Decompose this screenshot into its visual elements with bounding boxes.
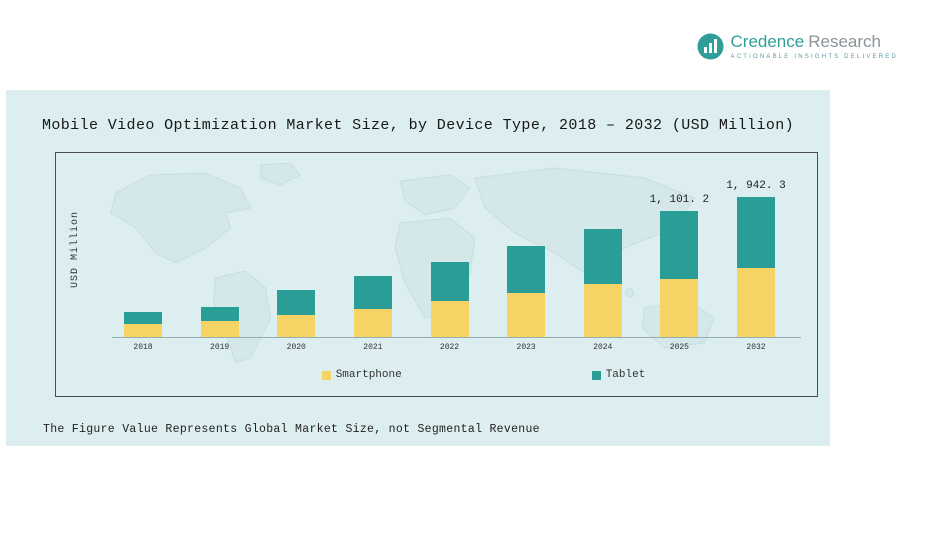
y-axis-label-wrap: USD Million — [70, 173, 81, 326]
bar-segment-tablet — [200, 307, 239, 321]
bar-group-2025: 1, 101. 2 2025 — [650, 194, 709, 352]
bar-segment-tablet — [124, 312, 162, 324]
bar-group-2020: 2020 — [277, 290, 316, 352]
x-axis-tick-label: 2018 — [133, 343, 153, 352]
bar-segment-smartphone — [737, 268, 775, 337]
x-axis-tick-label: 2020 — [286, 343, 306, 352]
chart-title: Mobile Video Optimization Market Size, b… — [41, 117, 795, 134]
logo-text-block: Credence Research Actionable Insights Del… — [730, 32, 899, 60]
logo-tagline: Actionable Insights Delivered — [730, 53, 898, 60]
bar-group-2032: 1, 942. 3 2032 — [726, 180, 785, 352]
bar-segment-smartphone — [353, 309, 392, 337]
bar-value-label: 1, 942. 3 — [726, 180, 786, 192]
x-axis-tick-label: 2019 — [210, 343, 230, 352]
legend: Smartphone Tablet — [56, 369, 817, 381]
bar-segment-smartphone — [200, 321, 239, 337]
legend-swatch-tablet — [591, 370, 601, 380]
y-axis-label: USD Million — [70, 210, 81, 288]
bar-segment-smartphone — [507, 293, 546, 337]
bar-segment-smartphone — [124, 324, 162, 337]
bar-group-2023: 2023 — [507, 246, 546, 352]
footnote: The Figure Value Represents Global Marke… — [43, 423, 540, 436]
bar-chart-circle-icon — [697, 33, 723, 60]
bar-group-2022: 2022 — [430, 262, 469, 352]
x-axis-tick-label: 2023 — [516, 343, 536, 352]
logo-name-secondary: Research — [808, 32, 881, 51]
bar-segment-tablet — [737, 197, 775, 268]
legend-swatch-smartphone — [321, 370, 331, 380]
credence-research-logo: Credence Research Actionable Insights Del… — [697, 32, 899, 60]
bar-segment-smartphone — [583, 284, 622, 337]
bar-group-2018: 2018 — [124, 312, 162, 352]
chart-panel: Mobile Video Optimization Market Size, b… — [6, 90, 830, 446]
bar-segment-tablet — [353, 276, 392, 309]
bar-segment-tablet — [277, 290, 316, 315]
bar-segment-tablet — [430, 262, 469, 301]
legend-label-tablet: Tablet — [605, 369, 646, 381]
x-axis-tick-label: 2021 — [363, 343, 383, 352]
bar-segment-smartphone — [277, 315, 316, 337]
bar-value-label: 1, 101. 2 — [649, 194, 710, 206]
legend-item-tablet: Tablet — [591, 369, 646, 381]
legend-label-smartphone: Smartphone — [335, 369, 402, 381]
plot-area: 2018 2019 2020 2021 2022 2023 2024 1, 101. 2 202… — [112, 168, 801, 352]
x-axis-tick-label: 2024 — [593, 343, 613, 352]
x-axis-tick-label: 2022 — [439, 343, 460, 352]
bar-segment-tablet — [507, 246, 546, 293]
x-axis-tick-label: 2025 — [669, 343, 689, 352]
logo-name-primary: Credence — [730, 32, 805, 51]
legend-item-smartphone: Smartphone — [321, 369, 402, 381]
bar-segment-smartphone — [660, 279, 699, 337]
logo-name: Credence Research — [730, 32, 899, 52]
bar-group-2019: 2019 — [200, 307, 239, 352]
bar-segment-tablet — [583, 229, 622, 284]
bar-segment-tablet — [660, 211, 699, 279]
bar-group-2024: 2024 — [583, 229, 622, 352]
chart-frame: USD Million 2018 2019 2020 2021 2022 2023 2024… — [55, 152, 818, 397]
x-axis-tick-label: 2032 — [746, 343, 766, 352]
bar-group-2021: 2021 — [353, 276, 392, 352]
bar-segment-smartphone — [430, 301, 469, 337]
